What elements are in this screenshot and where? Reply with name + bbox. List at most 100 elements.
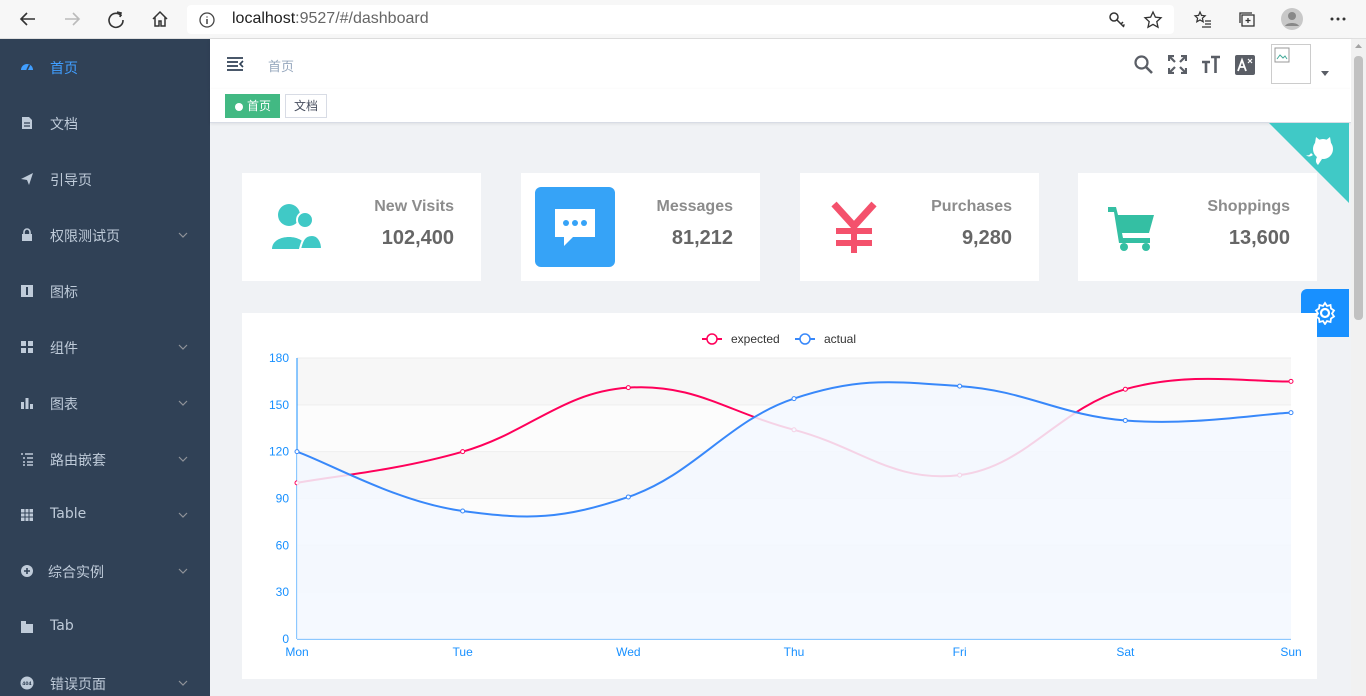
y-tick-label: 90 <box>276 492 290 506</box>
card-new-visits[interactable]: New Visits 102,400 <box>242 173 481 281</box>
x-tick-label: Fri <box>953 645 967 659</box>
x-tick-label: Mon <box>285 645 308 659</box>
refresh-icon[interactable] <box>102 6 130 32</box>
data-point-actual <box>791 396 797 402</box>
profile-icon[interactable] <box>1278 6 1306 32</box>
peoples-icon <box>256 187 336 267</box>
y-tick-label: 30 <box>276 585 290 599</box>
sidebar-item-nested[interactable]: 路由嵌套 <box>0 431 210 487</box>
size-icon[interactable] <box>1201 55 1221 74</box>
money-icon <box>814 187 894 267</box>
legend-marker-expected <box>706 333 718 345</box>
y-tick-label: 60 <box>276 538 290 552</box>
chevron-down-icon <box>178 232 188 238</box>
data-point-actual <box>1122 417 1128 423</box>
forward-icon[interactable] <box>58 6 86 32</box>
sidebar-item-dashboard[interactable]: 首页 <box>0 39 210 95</box>
tab-icon <box>21 621 33 633</box>
svg-text:404: 404 <box>22 681 31 687</box>
x-tick-label: Sat <box>1116 645 1135 659</box>
sidebar-item-label: 图表 <box>50 397 78 413</box>
component-icon <box>21 341 33 353</box>
sidebar-item-example[interactable]: 综合实例 <box>0 543 210 599</box>
lock-icon <box>22 228 32 241</box>
y-tick-label: 120 <box>269 445 289 459</box>
series-area-actual <box>297 382 1291 639</box>
card-messages[interactable]: Messages 81,212 <box>521 173 760 281</box>
avatar[interactable] <box>1271 44 1311 84</box>
chevron-down-icon <box>178 400 188 406</box>
card-value: 102,400 <box>381 227 454 249</box>
sidebar-item-error-pages[interactable]: 404 错误页面 <box>0 655 210 696</box>
sidebar-item-icons[interactable]: 图标 <box>0 263 210 319</box>
sidebar-item-documentation[interactable]: 文档 <box>0 95 210 151</box>
scrollbar[interactable] <box>1351 39 1366 696</box>
chevron-down-icon <box>178 568 188 574</box>
sidebar-item-table[interactable]: Table <box>0 487 210 543</box>
line-chart: 0 30 60 90 120 150 180 Mon Tue Wed Thu Fri Sat Sun exp… <box>269 332 1302 659</box>
document-icon <box>22 117 32 129</box>
x-tick-label: Sun <box>1280 645 1301 659</box>
url-text: localhost:9527/#/dashboard <box>232 10 429 28</box>
browser-toolbar: localhost:9527/#/dashboard <box>0 0 1366 39</box>
collections-icon[interactable] <box>1233 6 1261 32</box>
caret-down-icon[interactable] <box>1321 71 1329 77</box>
more-icon[interactable] <box>1324 6 1352 32</box>
message-icon <box>535 187 615 267</box>
x-tick-label: Wed <box>616 645 640 659</box>
info-icon[interactable] <box>199 12 215 28</box>
tag-documentation[interactable]: 文档 <box>285 94 328 118</box>
data-point-expected <box>460 449 466 455</box>
star-icon[interactable] <box>1143 10 1163 30</box>
gear-icon <box>1314 301 1336 325</box>
github-corner[interactable] <box>1269 123 1349 203</box>
sidebar-item-tab[interactable]: Tab <box>0 599 210 655</box>
sidebar-item-label: 权限测试页 <box>50 229 120 245</box>
x-tick-label: Thu <box>784 645 805 659</box>
y-tick-label: 0 <box>282 632 289 646</box>
sidebar-item-charts[interactable]: 图表 <box>0 375 210 431</box>
sidebar-item-label: 图标 <box>50 285 78 301</box>
sidebar-item-permission[interactable]: 权限测试页 <box>0 207 210 263</box>
sidebar-item-label: 引导页 <box>50 173 92 189</box>
card-shoppings[interactable]: Shoppings 13,600 <box>1078 173 1317 281</box>
line-chart-panel: 0 30 60 90 120 150 180 Mon Tue Wed Thu Fri Sat Sun exp… <box>242 313 1317 679</box>
data-point-actual <box>1288 410 1294 416</box>
sidebar-item-label: 首页 <box>50 61 78 77</box>
search-icon[interactable] <box>1134 55 1153 74</box>
card-label: Shoppings <box>1207 198 1290 215</box>
hamburger-icon[interactable] <box>227 56 244 72</box>
nested-icon <box>21 453 33 466</box>
home-icon[interactable] <box>146 6 174 32</box>
example-icon <box>21 565 33 577</box>
sidebar-item-guide[interactable]: 引导页 <box>0 151 210 207</box>
sidebar-item-components[interactable]: 组件 <box>0 319 210 375</box>
data-point-expected <box>625 385 631 391</box>
data-point-actual <box>957 383 963 389</box>
scroll-up-icon[interactable] <box>1351 39 1366 53</box>
back-icon[interactable] <box>14 6 42 32</box>
scroll-thumb[interactable] <box>1354 56 1363 320</box>
y-tick-label: 150 <box>269 398 289 412</box>
sidebar: 首页 文档 引导页 权限测试页 图标 组件 图表 路由嵌套 Table 综合实例 <box>0 39 210 696</box>
address-bar[interactable]: localhost:9527/#/dashboard <box>187 5 1174 34</box>
favorites-icon[interactable] <box>1189 6 1217 32</box>
tag-dashboard[interactable]: 首页 <box>225 94 281 118</box>
language-icon[interactable] <box>1235 55 1255 75</box>
icon-icon <box>21 285 33 297</box>
card-purchases[interactable]: Purchases 9,280 <box>800 173 1039 281</box>
table-icon <box>21 509 33 521</box>
chevron-down-icon <box>178 512 188 518</box>
sidebar-item-label: 文档 <box>50 117 78 133</box>
data-point-actual <box>460 508 466 514</box>
sidebar-item-label: 路由嵌套 <box>50 453 106 469</box>
legend-label-actual: actual <box>824 332 856 346</box>
card-value: 81,212 <box>671 227 733 249</box>
tags-view: 首页 文档 <box>210 89 1351 123</box>
fullscreen-icon[interactable] <box>1168 55 1187 74</box>
chart-icon <box>21 398 33 409</box>
shopping-icon <box>1092 187 1172 267</box>
legend-marker-actual <box>799 333 811 345</box>
x-tick-label: Tue <box>453 645 474 659</box>
key-icon[interactable] <box>1107 10 1127 30</box>
